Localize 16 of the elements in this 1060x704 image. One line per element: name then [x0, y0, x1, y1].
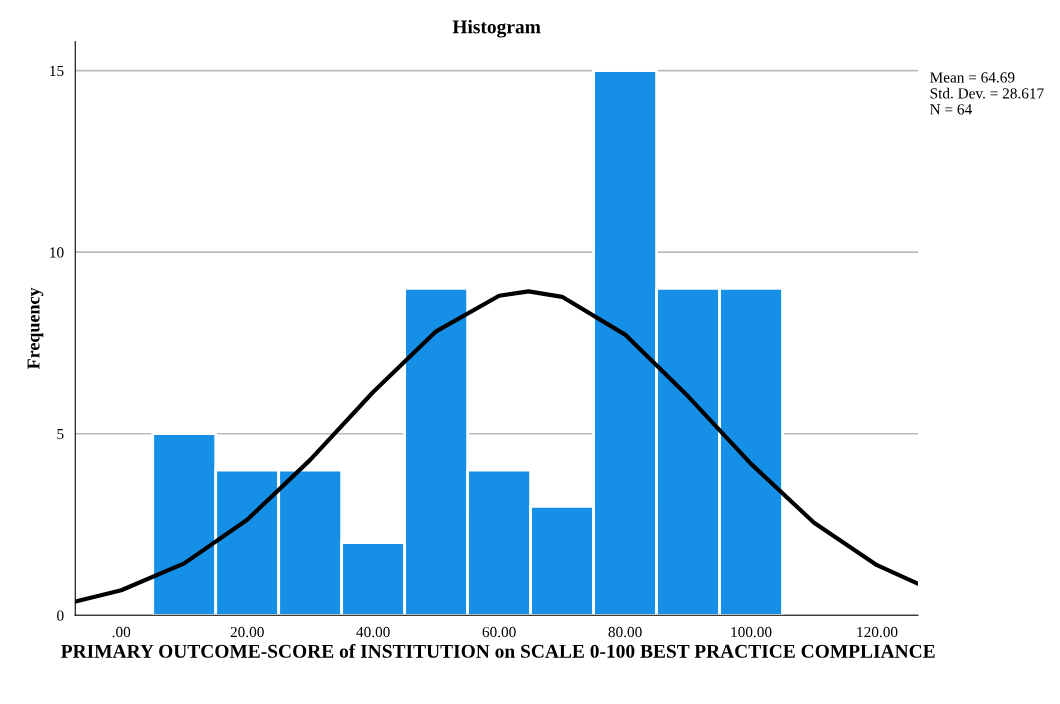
x-axis-title: PRIMARY OUTCOME-SCORE of INSTITUTION on SCALE 0-100 BEST PRACTICE COMPLIANCE: [61, 643, 935, 658]
y-axis-title: Frequency: [27, 287, 44, 370]
text: Mean = 64.69 Std. Dev. = 28.617 N = 64: [930, 72, 1044, 115]
x-tick-label: 40.00: [356, 626, 390, 638]
y-tick-label: 15: [50, 65, 64, 77]
chart-title: Histogram: [452, 19, 541, 38]
x-tick-label: 100.00: [731, 626, 772, 638]
x-tick-label: 20.00: [230, 626, 264, 638]
y-tick-label: 10: [50, 247, 64, 258]
x-tick-label: 120.00: [857, 626, 898, 638]
line-series: [75, 289, 918, 604]
x-tick-label: 80.00: [608, 626, 642, 638]
x-tick-label: .00: [112, 626, 131, 638]
y-tick-label: 5: [57, 429, 64, 440]
x-tick-label: 60.00: [482, 626, 516, 638]
y-tick-label: 0: [57, 610, 64, 621]
